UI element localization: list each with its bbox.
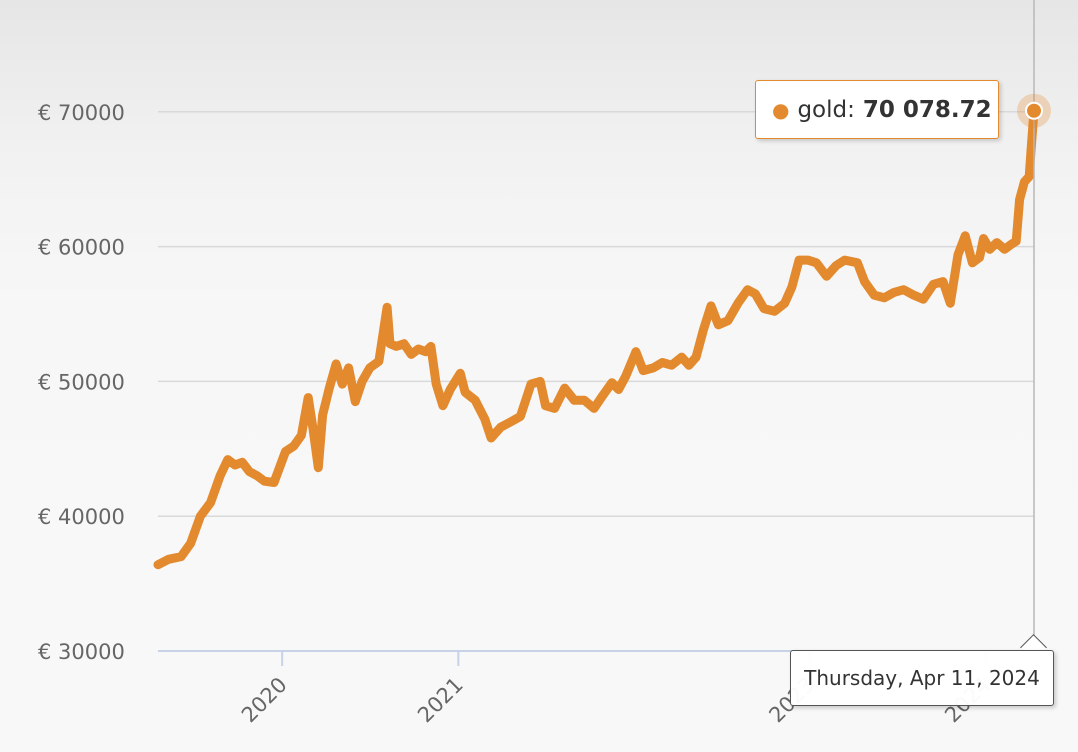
tooltip-colon: : — [847, 96, 855, 123]
date-tooltip: Thursday, Apr 11, 2024 — [790, 650, 1054, 706]
y-tick-label: € 70000 — [38, 101, 125, 125]
value-tooltip: ● gold: 70 078.72 — [755, 80, 999, 139]
series-line-gold — [153, 106, 1039, 570]
x-tick-label: 2020 — [237, 673, 292, 728]
series-layer — [153, 106, 1039, 570]
grid-lines — [158, 111, 1034, 517]
tooltip-value: 70 078.72 — [862, 96, 992, 123]
tooltip-date: Thursday, Apr 11, 2024 — [804, 666, 1040, 690]
y-tick-label: € 40000 — [38, 505, 125, 529]
hover-point — [1025, 101, 1043, 120]
crosshair-layer — [1017, 0, 1051, 651]
tooltip-series-name: gold — [797, 96, 848, 123]
x-tick-label: 2021 — [413, 673, 468, 728]
series-marker-icon: ● — [772, 97, 790, 122]
y-tick-label: € 50000 — [38, 370, 125, 394]
y-tick-label: € 60000 — [38, 236, 125, 260]
y-tick-label: € 30000 — [38, 640, 125, 664]
y-axis: € 30000 € 40000 € 50000 € 60000 € 70000 — [38, 101, 125, 664]
